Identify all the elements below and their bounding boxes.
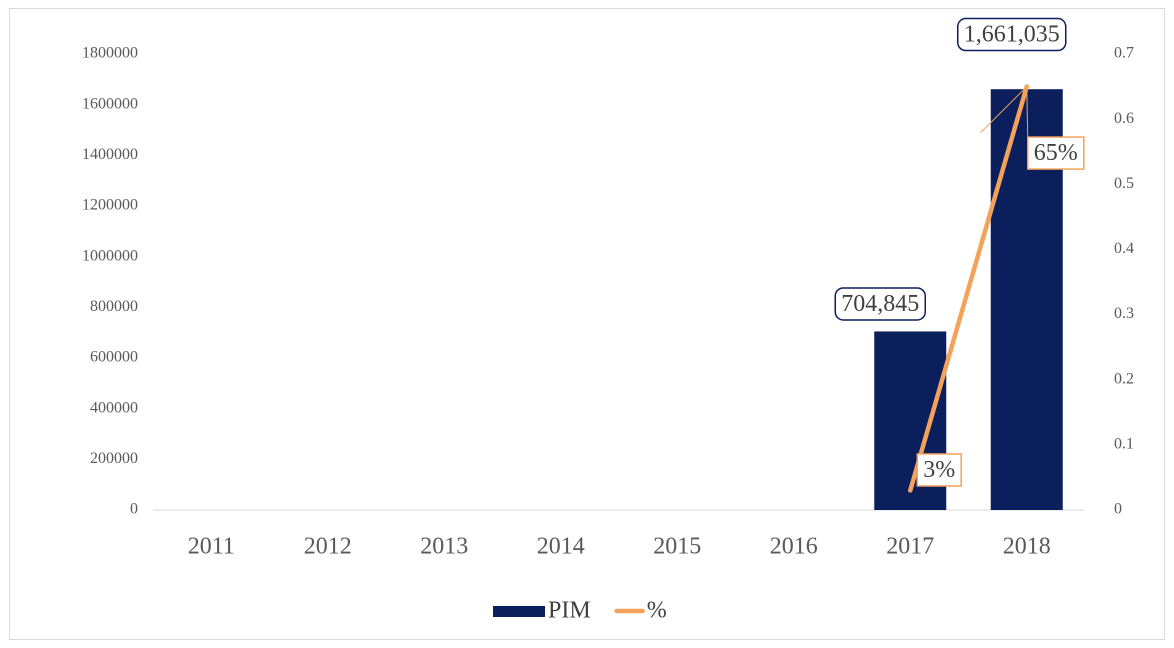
- y-tick-label: 1600000: [82, 95, 138, 112]
- x-tick-label: 2014: [537, 534, 585, 560]
- x-tick-label: 2013: [420, 534, 468, 560]
- x-tick-label: 2012: [304, 534, 352, 560]
- y2-tick-label: 0.2: [1114, 370, 1134, 387]
- legend-label: PIM: [548, 598, 591, 624]
- y2-tick-label: 0.4: [1114, 240, 1134, 257]
- legend-swatch: [493, 606, 545, 617]
- y-tick-label: 1200000: [82, 197, 138, 214]
- data-label: 1,661,035: [964, 22, 1060, 48]
- data-label: 3%: [923, 457, 955, 483]
- y-tick-label: 0: [130, 501, 138, 518]
- y2-tick-label: 0.3: [1114, 305, 1134, 322]
- y2-tick-label: 0.7: [1114, 45, 1134, 62]
- y-tick-label: 400000: [90, 399, 138, 416]
- data-label-box: [1027, 136, 1085, 170]
- y2-tick-label: 0.5: [1114, 175, 1134, 192]
- y-tick-label: 800000: [90, 298, 138, 315]
- x-tick-label: 2015: [653, 534, 701, 560]
- y-tick-label: 1000000: [82, 247, 138, 264]
- x-tick-label: 2011: [188, 534, 235, 560]
- x-tick-label: 2018: [1003, 534, 1051, 560]
- y-tick-label: 1800000: [82, 45, 138, 62]
- y-tick-label: 200000: [90, 450, 138, 467]
- x-tick-label: 2017: [886, 534, 934, 560]
- data-label-box: [916, 453, 962, 487]
- data-label-box: [834, 287, 926, 321]
- y-tick-label: 600000: [90, 349, 138, 366]
- y2-tick-label: 0.6: [1114, 110, 1134, 127]
- leader-line: [1026, 86, 1029, 138]
- line: [908, 84, 1029, 493]
- y2-tick-label: 0: [1114, 501, 1122, 518]
- x-tick-label: 2016: [770, 534, 818, 560]
- leader-line: [980, 86, 1028, 133]
- data-label: 704,845: [841, 291, 919, 317]
- data-label-box: [957, 17, 1067, 52]
- data-label: 65%: [1034, 140, 1078, 166]
- legend-label: %: [647, 598, 667, 624]
- y-tick-label: 1400000: [82, 146, 138, 163]
- chart-frame: [9, 8, 1165, 640]
- leader-line: [915, 460, 918, 473]
- y2-tick-label: 0.1: [1114, 436, 1134, 453]
